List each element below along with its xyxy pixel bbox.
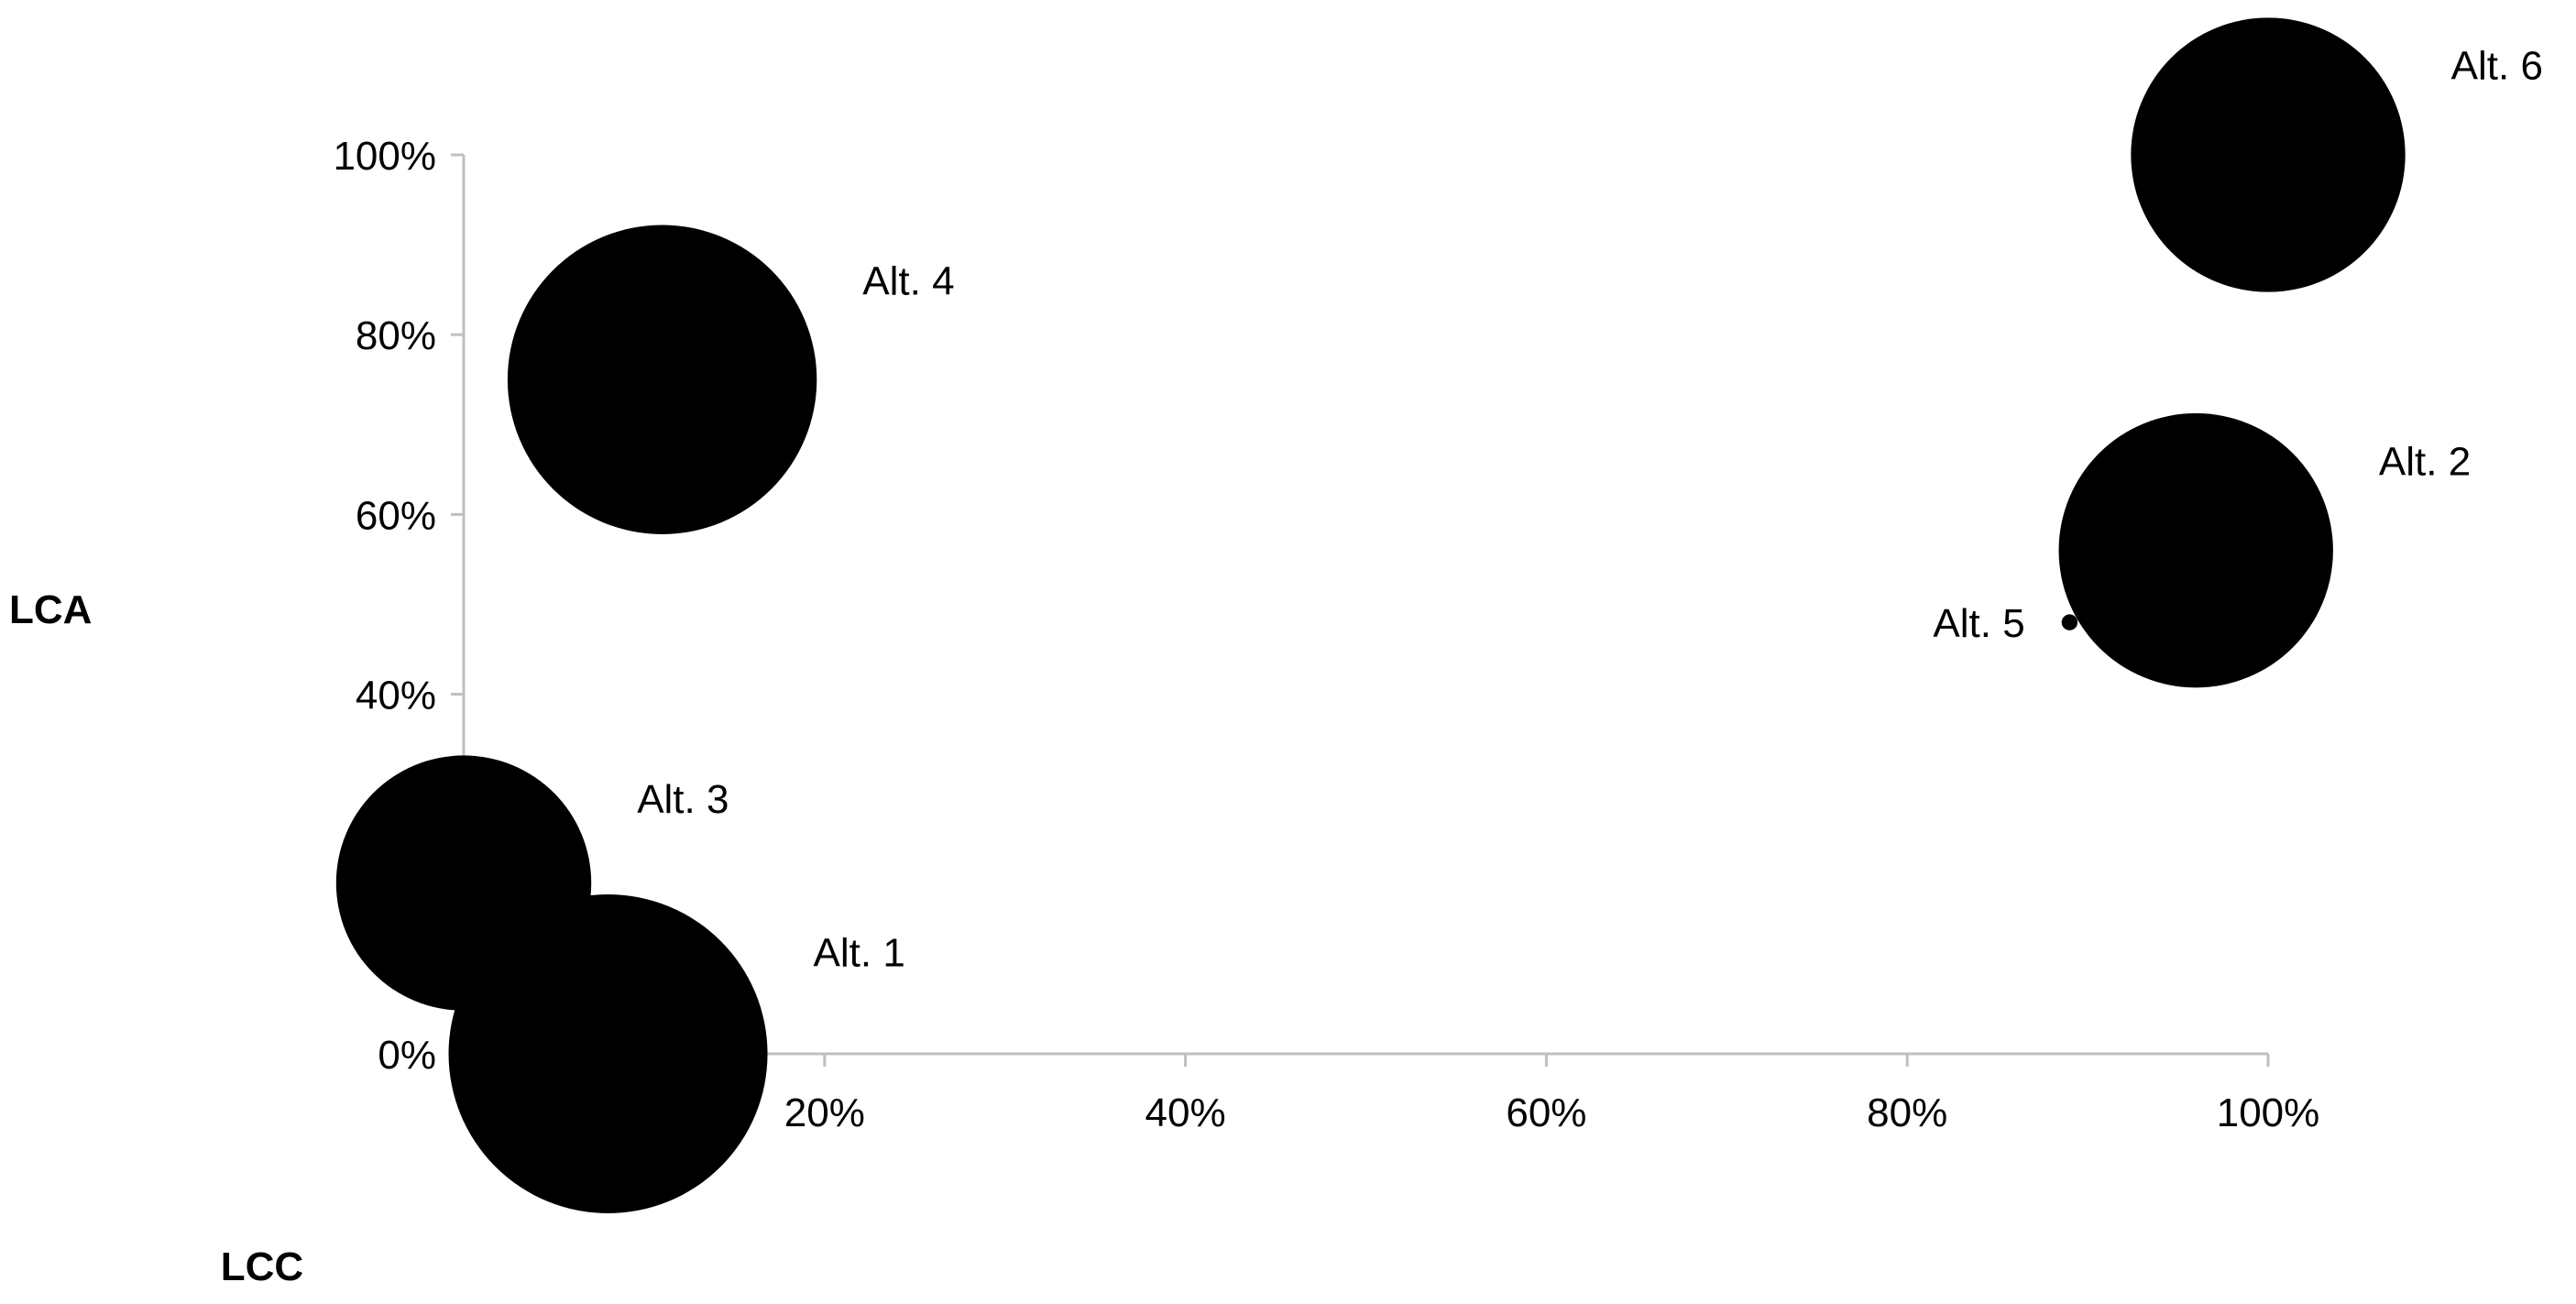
bubble-alt-2 bbox=[2058, 412, 2333, 688]
point-labels: Alt. 1 Alt. 2 Alt. 3 Alt. 4 Alt. 5 Alt. 6 bbox=[637, 44, 2543, 976]
y-tick-label: 40% bbox=[356, 674, 436, 718]
point-label-alt-4: Alt. 4 bbox=[862, 258, 954, 303]
bubble-alt-5 bbox=[2061, 614, 2078, 630]
x-tick-label: 20% bbox=[784, 1090, 865, 1135]
point-label-alt-1: Alt. 1 bbox=[814, 930, 905, 975]
point-label-alt-2: Alt. 2 bbox=[2379, 439, 2471, 484]
bubbles bbox=[335, 17, 2406, 1213]
x-tick-label: 100% bbox=[2217, 1090, 2320, 1135]
point-label-alt-3: Alt. 3 bbox=[637, 777, 729, 822]
bubble-alt-4 bbox=[507, 225, 817, 534]
point-label-alt-5: Alt. 5 bbox=[1933, 601, 2024, 646]
axes: 20% 40% 60% 80% 100% 0% 40% 60% 80% 100% bbox=[333, 134, 2319, 1135]
bubble-alt-3 bbox=[335, 755, 592, 1011]
x-tick-label: 60% bbox=[1506, 1090, 1586, 1135]
x-axis-ticks: 20% 40% 60% 80% 100% bbox=[784, 1054, 2320, 1135]
y-tick-label: 0% bbox=[378, 1033, 436, 1078]
y-axis-title: LCA bbox=[9, 587, 92, 632]
y-tick-label: 60% bbox=[356, 493, 436, 538]
y-tick-label: 100% bbox=[333, 134, 436, 179]
point-label-alt-6: Alt. 6 bbox=[2451, 44, 2543, 89]
y-tick-label: 80% bbox=[356, 313, 436, 358]
x-axis-title: LCC bbox=[221, 1244, 303, 1289]
x-tick-label: 40% bbox=[1145, 1090, 1226, 1135]
bubble-alt-6 bbox=[2131, 17, 2406, 292]
x-tick-label: 80% bbox=[1867, 1090, 1947, 1135]
